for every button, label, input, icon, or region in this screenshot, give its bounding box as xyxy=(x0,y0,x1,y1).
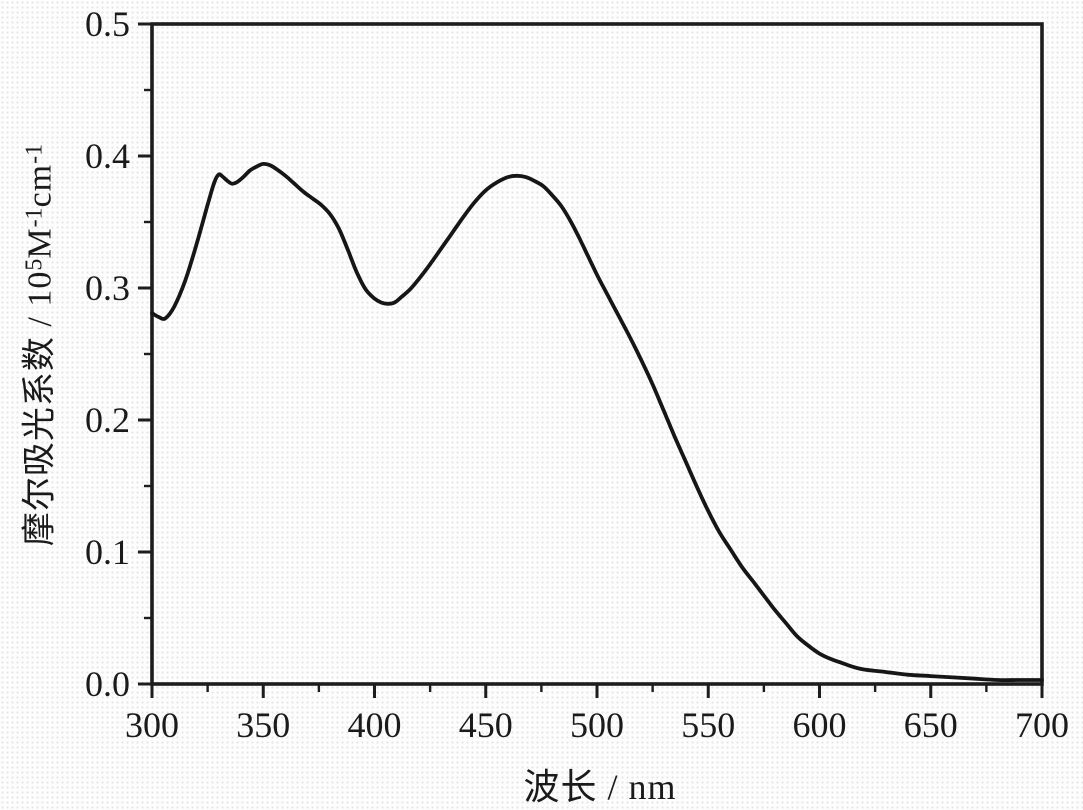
x-axis-title: 波长 / nm xyxy=(523,767,677,807)
x-tick-label: 650 xyxy=(904,705,958,745)
x-tick-label: 550 xyxy=(681,705,735,745)
y-axis-title-text: M xyxy=(21,227,59,259)
y-axis-title: 摩尔吸光系数 / 105M-1cm-1 xyxy=(12,144,61,546)
y-tick-label: 0.1 xyxy=(85,532,130,572)
y-axis-title-superscript: -1 xyxy=(21,143,48,164)
x-tick-label: 300 xyxy=(125,705,179,745)
y-tick-label: 0.4 xyxy=(85,136,130,176)
y-tick-label: 0.0 xyxy=(85,664,130,704)
y-tick-label: 0.3 xyxy=(85,268,130,308)
x-tick-label: 700 xyxy=(1015,705,1069,745)
x-tick-label: 350 xyxy=(236,705,290,745)
x-tick-label: 400 xyxy=(348,705,402,745)
y-axis-title-superscript: 5 xyxy=(21,258,48,271)
y-tick-label: 0.2 xyxy=(85,400,130,440)
x-tick-label: 500 xyxy=(570,705,624,745)
y-axis-title-text: cm xyxy=(21,163,59,208)
y-tick-label: 0.5 xyxy=(85,4,130,44)
plot-frame xyxy=(150,22,1044,686)
x-tick-label: 450 xyxy=(459,705,513,745)
spectrum-curve xyxy=(150,161,1044,683)
x-tick-label: 600 xyxy=(793,705,847,745)
y-axis-title-text: 摩尔吸光系数 / 10 xyxy=(21,270,59,547)
y-axis-title-superscript: -1 xyxy=(21,207,48,228)
